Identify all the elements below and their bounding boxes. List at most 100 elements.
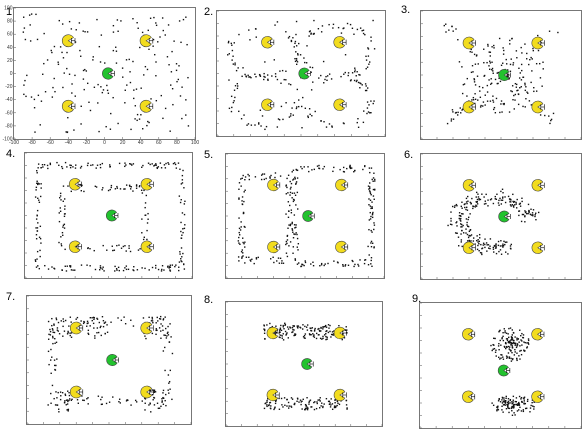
- trajectory-point: [475, 205, 478, 207]
- trajectory-point: [474, 98, 477, 100]
- trajectory-point: [524, 210, 526, 212]
- trajectory-point: [460, 217, 462, 220]
- panel-label-2: 2.: [204, 6, 214, 18]
- trajectory-point: [533, 401, 535, 403]
- trajectory-point: [373, 189, 376, 191]
- trajectory-point: [153, 391, 156, 393]
- trajectory-point: [263, 72, 265, 75]
- trajectory-point: [493, 106, 496, 109]
- trajectory-point: [263, 407, 266, 410]
- trajectory-point: [57, 330, 59, 332]
- trajectory-point: [524, 82, 526, 85]
- trajectory-point: [357, 265, 360, 267]
- trajectory-point: [351, 167, 353, 169]
- trajectory-point: [36, 258, 38, 260]
- trajectory-point: [350, 79, 352, 81]
- trajectory-point: [244, 241, 246, 243]
- trajectory-point: [313, 19, 315, 22]
- trajectory-point: [285, 213, 287, 215]
- trajectory-point: [67, 390, 69, 392]
- trajectory-point: [162, 396, 164, 399]
- trajectory-point: [539, 114, 542, 116]
- trajectory-point: [469, 228, 472, 231]
- trajectory-point: [296, 88, 299, 91]
- trajectory-point: [511, 351, 513, 354]
- panel-6-plot: [420, 153, 582, 280]
- trajectory-point: [39, 225, 42, 228]
- trajectory-point: [474, 93, 476, 95]
- tick-marks: [420, 153, 582, 280]
- trajectory-point: [244, 176, 247, 178]
- trajectory-point: [135, 401, 138, 403]
- trajectory-point: [524, 84, 526, 86]
- trajectory-point: [279, 329, 281, 331]
- trajectory-point: [59, 210, 62, 212]
- trajectory-point: [514, 351, 516, 353]
- trajectory-point: [332, 27, 334, 29]
- trajectory-point: [361, 84, 363, 86]
- trajectory-point: [40, 242, 42, 244]
- trajectory-point: [168, 341, 171, 343]
- trajectory-point: [472, 96, 475, 99]
- trajectory-point: [524, 89, 527, 92]
- yellow-pacman-icon: [531, 241, 545, 254]
- trajectory-point: [260, 178, 263, 181]
- trajectory-point: [233, 100, 235, 102]
- panel-6: [420, 153, 582, 280]
- trajectory-point: [353, 169, 356, 172]
- trajectory-point: [159, 36, 161, 38]
- trajectory-point: [509, 402, 511, 404]
- trajectory-point: [352, 260, 354, 263]
- trajectory-point: [248, 76, 250, 78]
- trajectory-point: [138, 185, 141, 187]
- trajectory-point: [313, 168, 316, 171]
- trajectory-point: [289, 224, 292, 227]
- trajectory-point: [508, 346, 511, 348]
- trajectory-point: [241, 177, 243, 179]
- trajectory-point: [62, 320, 65, 323]
- trajectory-point: [281, 337, 283, 339]
- trajectory-point: [240, 178, 242, 180]
- trajectory-point: [491, 67, 494, 70]
- trajectory-point: [287, 401, 290, 404]
- trajectory-point: [129, 188, 132, 190]
- trajectory-point: [316, 402, 318, 405]
- trajectory-point: [167, 331, 169, 333]
- trajectory-point: [162, 389, 165, 392]
- trajectory-point: [263, 178, 266, 181]
- trajectory-point: [53, 331, 56, 334]
- trajectory-point: [333, 260, 335, 262]
- trajectory-point: [51, 317, 53, 320]
- trajectory-point: [294, 60, 297, 63]
- trajectory-point: [460, 220, 462, 222]
- trajectory-point: [125, 184, 128, 186]
- trajectory-point: [320, 405, 322, 407]
- trajectory-point: [521, 401, 523, 403]
- trajectory-point: [107, 189, 110, 192]
- trajectory-point: [294, 402, 296, 405]
- trajectory-point: [322, 168, 324, 170]
- trajectory-point: [468, 230, 471, 233]
- trajectory-point: [486, 61, 488, 64]
- trajectory-point: [349, 80, 352, 82]
- trajectory-point: [129, 81, 132, 84]
- trajectory-point: [347, 264, 350, 266]
- trajectory-point: [497, 202, 500, 204]
- y-tick-label: 0: [10, 71, 13, 77]
- trajectory-point: [142, 164, 144, 167]
- trajectory-point: [461, 245, 463, 248]
- trajectory-points: [34, 161, 186, 272]
- trajectory-point: [173, 40, 175, 42]
- trajectory-point: [24, 79, 26, 82]
- trajectory-point: [500, 103, 502, 105]
- trajectory-point: [157, 41, 159, 43]
- trajectory-point: [484, 94, 486, 96]
- trajectory-point: [323, 403, 325, 405]
- trajectory-point: [507, 73, 509, 75]
- trajectory-point: [117, 266, 120, 269]
- trajectory-point: [284, 323, 287, 326]
- trajectory-point: [242, 211, 245, 214]
- trajectory-point: [138, 185, 141, 188]
- trajectory-point: [178, 195, 181, 197]
- trajectory-point: [154, 391, 157, 393]
